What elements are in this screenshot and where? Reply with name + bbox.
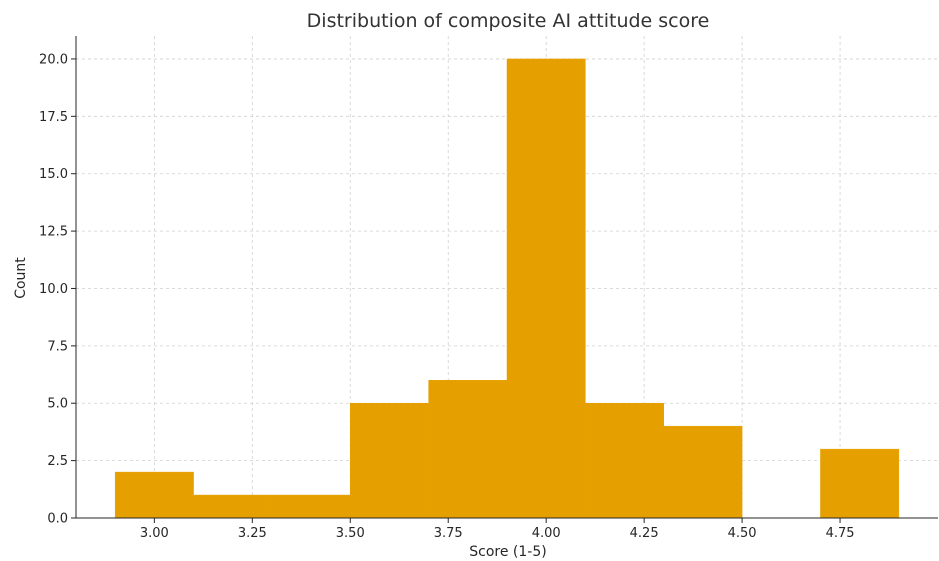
bars-layer [114, 58, 900, 519]
histogram-bar [271, 494, 351, 519]
x-tick-label: 3.00 [140, 526, 169, 541]
histogram-bar [506, 58, 586, 519]
x-axis-label: Score (1-5) [469, 544, 546, 560]
y-tick-label: 7.5 [47, 339, 68, 354]
y-tick-label: 0.0 [47, 512, 68, 527]
histogram-bar [114, 471, 194, 519]
y-tick-label: 10.0 [39, 282, 68, 297]
y-tick-label: 5.0 [47, 397, 68, 412]
histogram-bar [663, 425, 743, 519]
y-tick-label: 20.0 [39, 52, 68, 67]
histogram-bar [820, 448, 900, 519]
histogram-bar [585, 402, 664, 519]
x-tick-label: 3.50 [336, 526, 365, 541]
y-tick-label: 15.0 [39, 167, 68, 182]
x-tick-label: 4.00 [532, 526, 561, 541]
y-tick-label: 12.5 [39, 225, 68, 240]
histogram-bar [193, 494, 273, 519]
x-tick-label: 3.75 [434, 526, 463, 541]
axes-layer: 3.00 3.25 3.50 3.75 4.00 4.25 4.50 4.75 0.0 2.5 5.… [39, 36, 938, 541]
x-tick-label: 3.25 [238, 526, 267, 541]
x-tick-label: 4.25 [630, 526, 659, 541]
labels-layer: Distribution of composite AI attitude sc… [13, 10, 709, 560]
x-tick-label: 4.75 [826, 526, 855, 541]
histogram-bar [428, 380, 508, 519]
chart-title: Distribution of composite AI attitude sc… [307, 10, 710, 32]
y-tick-label: 2.5 [47, 454, 68, 469]
histogram-bar [350, 402, 429, 519]
y-tick-label: 17.5 [39, 110, 68, 125]
x-tick-label: 4.50 [728, 526, 757, 541]
y-axis-label: Count [13, 257, 29, 299]
